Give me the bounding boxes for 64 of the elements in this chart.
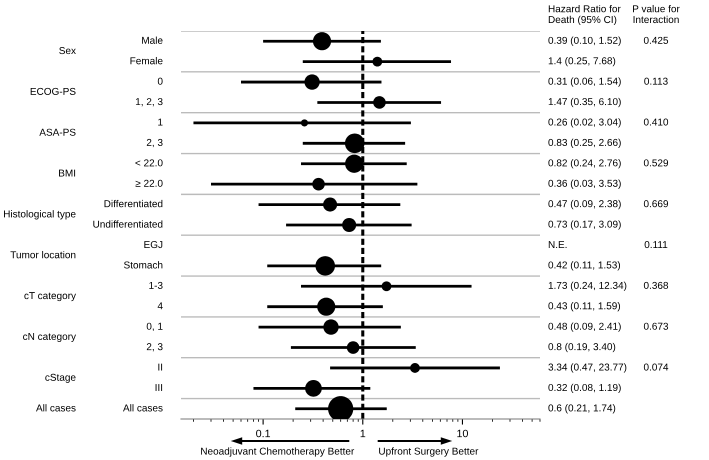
text: 1.47 (0.35, 6.10) xyxy=(548,98,621,108)
text: Neoadjuvant Chemotherapy Better xyxy=(201,447,354,457)
y-tick-label: All cases xyxy=(123,404,163,412)
text: Upfront Surgery Better xyxy=(379,447,478,457)
y-tick-label: 2, 3 xyxy=(146,138,163,148)
text: 0.83 (0.25, 2.66) xyxy=(548,138,621,148)
y-tick-label: 1-3 xyxy=(149,282,163,289)
text: 0.074 xyxy=(644,364,668,371)
y-tick-label: Stomach xyxy=(124,261,162,269)
text: 0.425 xyxy=(644,36,668,44)
y-tick-label: III xyxy=(156,384,162,391)
text: cN category xyxy=(23,333,76,342)
y-tick-label: Undifferentiated xyxy=(93,220,162,228)
x-tick-label: 1 xyxy=(360,430,366,438)
text: 0.8 (0.19, 3.40) xyxy=(548,342,616,352)
text: 1.4 (0.25, 7.68) xyxy=(548,56,616,66)
text: 0.673 xyxy=(644,322,668,330)
text: 0.39 (0.10, 1.52) xyxy=(548,36,621,46)
text: Histological type xyxy=(4,210,76,220)
text: Hazard Ratio for Death (95% CI) xyxy=(548,4,621,26)
text: 0.368 xyxy=(644,282,668,289)
text: 1.73 (0.24, 12.34) xyxy=(548,282,626,291)
x-tick-label: 0.1 xyxy=(256,430,270,438)
text: 0.82 (0.24, 2.76) xyxy=(548,159,621,168)
text: 0.48 (0.09, 2.41) xyxy=(548,322,621,332)
y-tick-label: < 22.0 xyxy=(135,159,163,166)
text: N.E. xyxy=(548,241,567,248)
y-tick-label: 1, 2, 3 xyxy=(136,98,163,106)
text: 0.73 (0.17, 3.09) xyxy=(548,220,621,230)
text: BMI xyxy=(59,170,76,177)
y-tick-label: 0, 1 xyxy=(146,322,163,331)
text: ECOG-PS xyxy=(30,88,76,95)
text: Sex xyxy=(59,47,76,54)
text: 0.32 (0.08, 1.19) xyxy=(548,384,621,394)
y-tick-label: Differentiated xyxy=(104,200,162,208)
y-tick-label: 0 xyxy=(158,78,163,85)
text: P value for Interaction xyxy=(633,4,680,24)
y-tick-label: ≥ 22.0 xyxy=(136,180,163,187)
text: 0.26 (0.02, 3.04) xyxy=(548,118,621,128)
y-tick-label: EGJ xyxy=(144,241,162,248)
y-tick-label: 4 xyxy=(158,302,163,310)
text: 0.111 xyxy=(644,241,668,248)
text: Tumor location xyxy=(10,250,76,258)
text: All cases xyxy=(36,404,76,412)
text: ASA-PS xyxy=(39,128,76,136)
y-tick-label: Female xyxy=(130,56,163,64)
text: 0.36 (0.03, 3.53) xyxy=(548,179,621,189)
y-tick-label: II xyxy=(158,364,162,371)
text: 3.34 (0.47, 23.77) xyxy=(548,363,626,373)
y-tick-label: Male xyxy=(142,36,163,44)
text: 0.113 xyxy=(644,78,668,85)
x-tick-label: 10 xyxy=(457,430,468,438)
text: 0.42 (0.11, 1.53) xyxy=(548,261,620,270)
text: 0.410 xyxy=(644,118,668,126)
text: 0.31 (0.06, 1.54) xyxy=(548,77,621,87)
text: cStage xyxy=(45,374,76,383)
text: 0.47 (0.09, 2.38) xyxy=(548,200,621,210)
text: 0.529 xyxy=(644,159,668,166)
text: 0.43 (0.11, 1.59) xyxy=(548,302,620,312)
y-tick-label: 1 xyxy=(158,118,163,126)
text: cT category xyxy=(24,292,76,302)
text: 0.669 xyxy=(644,200,668,208)
text: 0.6 (0.21, 1.74) xyxy=(548,404,616,414)
y-tick-label: 2, 3 xyxy=(146,343,163,352)
